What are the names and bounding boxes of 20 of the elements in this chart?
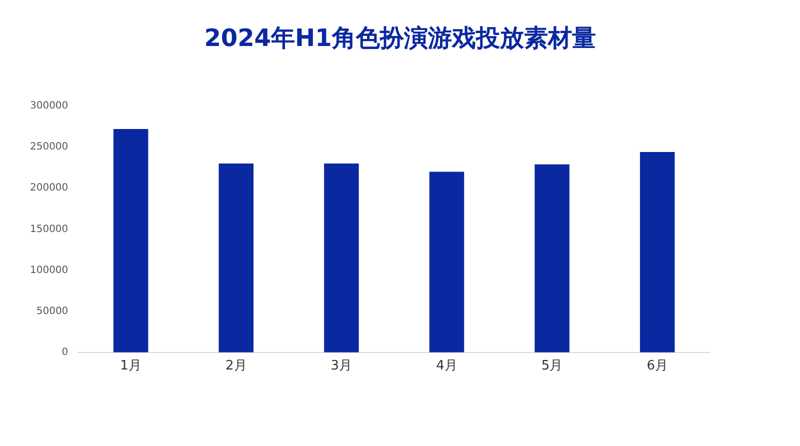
- y-tick-label: 100000: [30, 264, 68, 276]
- y-tick-label: 250000: [30, 142, 68, 153]
- bar: [534, 164, 570, 352]
- bar: [429, 172, 464, 352]
- y-tick-label: 300000: [30, 100, 68, 112]
- x-tick-label: 6月: [646, 358, 668, 374]
- bar: [218, 163, 254, 352]
- x-tick-label: 4月: [436, 358, 458, 374]
- bar: [640, 152, 675, 352]
- x-tick-label: 3月: [330, 358, 352, 374]
- bar: [113, 129, 148, 352]
- x-tick-label: 1月: [120, 358, 142, 374]
- y-tick-label: 200000: [30, 182, 68, 194]
- y-tick-label: 0: [62, 346, 68, 358]
- chart-title: 2024年H1角色扮演游戏投放素材量: [203, 23, 597, 54]
- y-tick-label: 50000: [36, 306, 68, 317]
- bar: [324, 163, 359, 352]
- x-tick-label: 2月: [225, 358, 247, 374]
- x-tick-label: 5月: [541, 358, 563, 374]
- y-tick-label: 150000: [30, 224, 68, 235]
